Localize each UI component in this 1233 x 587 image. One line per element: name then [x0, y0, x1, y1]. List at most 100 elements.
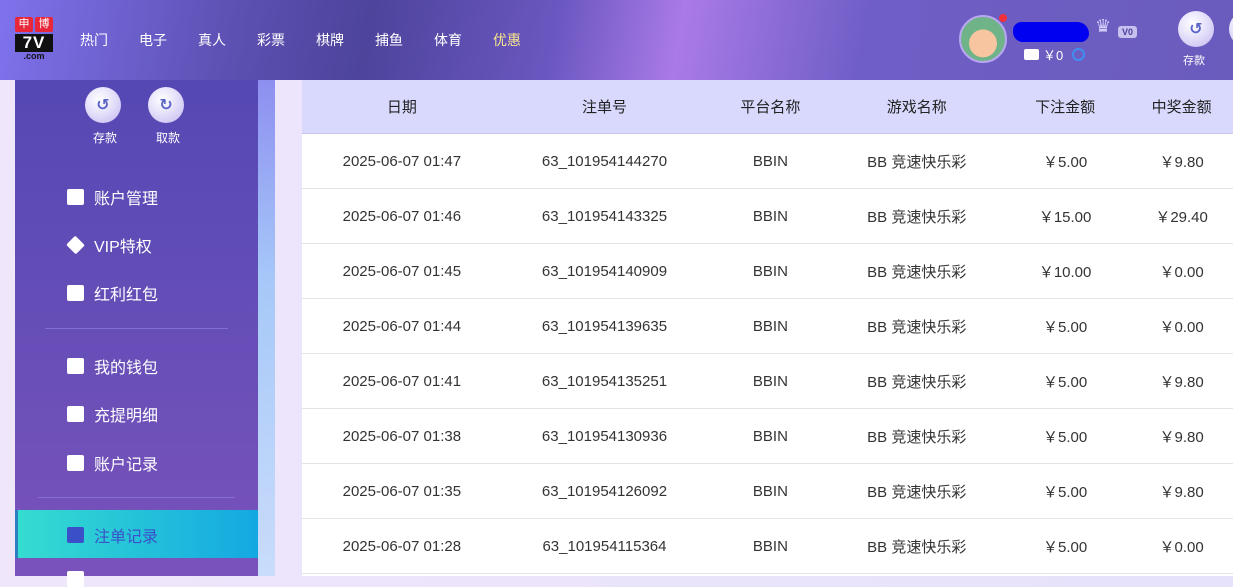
table-cell: 2025-06-07 01:41: [342, 372, 462, 390]
withdraw-icon: ↻: [148, 87, 184, 123]
nav-fishing[interactable]: 捕鱼: [375, 32, 403, 48]
table-cell: 63_101954143325: [541, 207, 668, 225]
table-row[interactable]: 2025-06-07 01:46 63_101954143325 BBIN BB 竞速…: [302, 189, 1233, 244]
sidebar-item-partial[interactable]: [67, 571, 94, 587]
nav-hot[interactable]: 热门: [80, 32, 108, 48]
sidebar-deposit-button[interactable]: ↺ 存款: [85, 87, 125, 146]
bet-records-table: 日期 注单号 平台名称 游戏名称 下注金额 中奖金额 2025-06-07 01:47 63…: [302, 80, 1233, 576]
table-cell: BBIN: [752, 152, 788, 170]
table-cell: 2025-06-07 01:35: [342, 482, 462, 500]
table-cell: BB 竞速快乐彩: [867, 538, 967, 556]
username-redacted: [1013, 22, 1089, 42]
nav-lottery[interactable]: 彩票: [257, 32, 285, 48]
table-cell: BBIN: [752, 372, 788, 390]
table-cell: BBIN: [752, 482, 788, 500]
table-cell: 63_101954139635: [541, 317, 668, 335]
menu-icon: [67, 571, 84, 587]
table-cell: 63_101954115364: [542, 537, 667, 555]
decorative-strip: [258, 80, 275, 576]
document-icon: [67, 406, 84, 422]
column-header: 注单号: [581, 99, 627, 116]
table-cell: 63_101954144270: [541, 152, 668, 170]
table-row[interactable]: 2025-06-07 01:44 63_101954139635 BBIN BB 竞速…: [302, 299, 1233, 354]
nav-chess[interactable]: 棋牌: [316, 32, 344, 48]
table-cell: 63_101954126092: [541, 482, 668, 500]
sidebar-item-bet-records[interactable]: 注单记录: [15, 510, 258, 558]
sidebar-item-bonus[interactable]: 红利红包: [67, 281, 158, 305]
table-cell: ￥9.80: [1159, 153, 1204, 171]
label: 注单记录: [94, 529, 159, 546]
table-cell: ￥10.00: [1038, 263, 1092, 281]
withdraw-label: 取款: [155, 131, 180, 145]
table-cell: ￥0.00: [1159, 538, 1204, 556]
nav-live[interactable]: 真人: [198, 32, 226, 48]
column-header: 日期: [386, 99, 417, 116]
deposit-label: 存款: [92, 131, 117, 145]
table-cell: 63_101954135251: [541, 372, 668, 390]
table-cell: ￥5.00: [1042, 153, 1088, 171]
table-cell: ￥5.00: [1042, 483, 1088, 501]
deposit-icon: ↺: [1178, 11, 1214, 47]
label: 账户管理: [94, 191, 159, 208]
table-cell: BB 竞速快乐彩: [867, 428, 967, 446]
table-cell: ￥0.00: [1159, 318, 1204, 336]
withdraw-icon: [1229, 11, 1233, 47]
table-cell: BB 竞速快乐彩: [867, 318, 967, 336]
table-row[interactable]: 2025-06-07 01:38 63_101954130936 BBIN BB 竞速…: [302, 409, 1233, 464]
column-header: 游戏名称: [886, 99, 947, 116]
avatar[interactable]: [959, 15, 1007, 63]
table-cell: 2025-06-07 01:47: [342, 152, 462, 170]
divider: [38, 497, 235, 498]
clipboard-icon: [67, 455, 84, 471]
table-cell: BBIN: [752, 427, 788, 445]
envelope-icon: [67, 285, 84, 301]
table-cell: 2025-06-07 01:28: [342, 537, 462, 555]
nav-promotions[interactable]: 优惠: [493, 32, 521, 48]
table-row[interactable]: 2025-06-07 01:28 63_101954115364 BBIN BB 竞速…: [302, 519, 1233, 574]
table-cell: ￥15.00: [1038, 208, 1092, 226]
sidebar: ↺ 存款 ↻ 取款 账户管理 VIP特权 红利红包 我的钱包 充提明细 账户记录…: [15, 80, 258, 587]
header-withdraw-button[interactable]: [1229, 11, 1233, 47]
vip-badge: V0: [1118, 26, 1138, 38]
diamond-icon: [66, 235, 85, 255]
column-header: 平台名称: [740, 99, 801, 116]
label: 我的钱包: [94, 360, 159, 377]
column-header: 中奖金额: [1151, 99, 1212, 116]
table-row[interactable]: 2025-06-07 01:47 63_101954144270 BBIN BB 竞速…: [302, 134, 1233, 189]
balance: ￥0: [1024, 45, 1086, 64]
table-cell: ￥5.00: [1042, 373, 1088, 391]
column-header: 下注金额: [1035, 99, 1096, 116]
sidebar-item-account[interactable]: 账户管理: [67, 185, 158, 209]
table-cell: BB 竞速快乐彩: [867, 153, 967, 171]
sidebar-item-transactions[interactable]: 充提明细: [67, 402, 158, 426]
table-row[interactable]: 2025-06-07 01:35 63_101954126092 BBIN BB 竞速…: [302, 464, 1233, 519]
table-row[interactable]: 2025-06-07 01:41 63_101954135251 BBIN BB 竞速…: [302, 354, 1233, 409]
sidebar-withdraw-button[interactable]: ↻ 取款: [148, 87, 188, 146]
wallet-icon: [1024, 49, 1039, 60]
sidebar-item-wallet[interactable]: 我的钱包: [67, 354, 158, 378]
sidebar-item-vip[interactable]: VIP特权: [66, 233, 152, 257]
sidebar-item-account-records[interactable]: 账户记录: [67, 451, 158, 475]
table-cell: 2025-06-07 01:45: [342, 262, 462, 280]
divider: [45, 328, 228, 329]
wallet-icon: [67, 358, 84, 374]
label: 账户记录: [94, 457, 159, 474]
nav-sports[interactable]: 体育: [434, 32, 462, 48]
nav-slots[interactable]: 电子: [139, 32, 167, 48]
table-row[interactable]: 2025-06-07 01:45 63_101954140909 BBIN BB 竞速…: [302, 244, 1233, 299]
label: 红利红包: [94, 287, 159, 304]
table-cell: ￥9.80: [1159, 373, 1204, 391]
main-nav: 热门 电子 真人 彩票 棋牌 捕鱼 体育 优惠: [80, 30, 552, 50]
refresh-icon[interactable]: [1072, 48, 1086, 61]
table-cell: ￥5.00: [1042, 428, 1088, 446]
table-cell: ￥9.80: [1159, 428, 1204, 446]
header-deposit-button[interactable]: ↺ 存款: [1178, 11, 1214, 68]
table-cell: BBIN: [752, 207, 788, 225]
table-cell: ￥5.00: [1042, 538, 1088, 556]
table-cell: BBIN: [752, 317, 788, 335]
table-cell: BB 竞速快乐彩: [867, 373, 967, 391]
table-cell: BB 竞速快乐彩: [867, 263, 967, 281]
edit-document-icon: [67, 527, 84, 543]
table-header: 日期 注单号 平台名称 游戏名称 下注金额 中奖金额: [302, 80, 1233, 134]
logo[interactable]: 申博 7V .com: [15, 17, 53, 63]
